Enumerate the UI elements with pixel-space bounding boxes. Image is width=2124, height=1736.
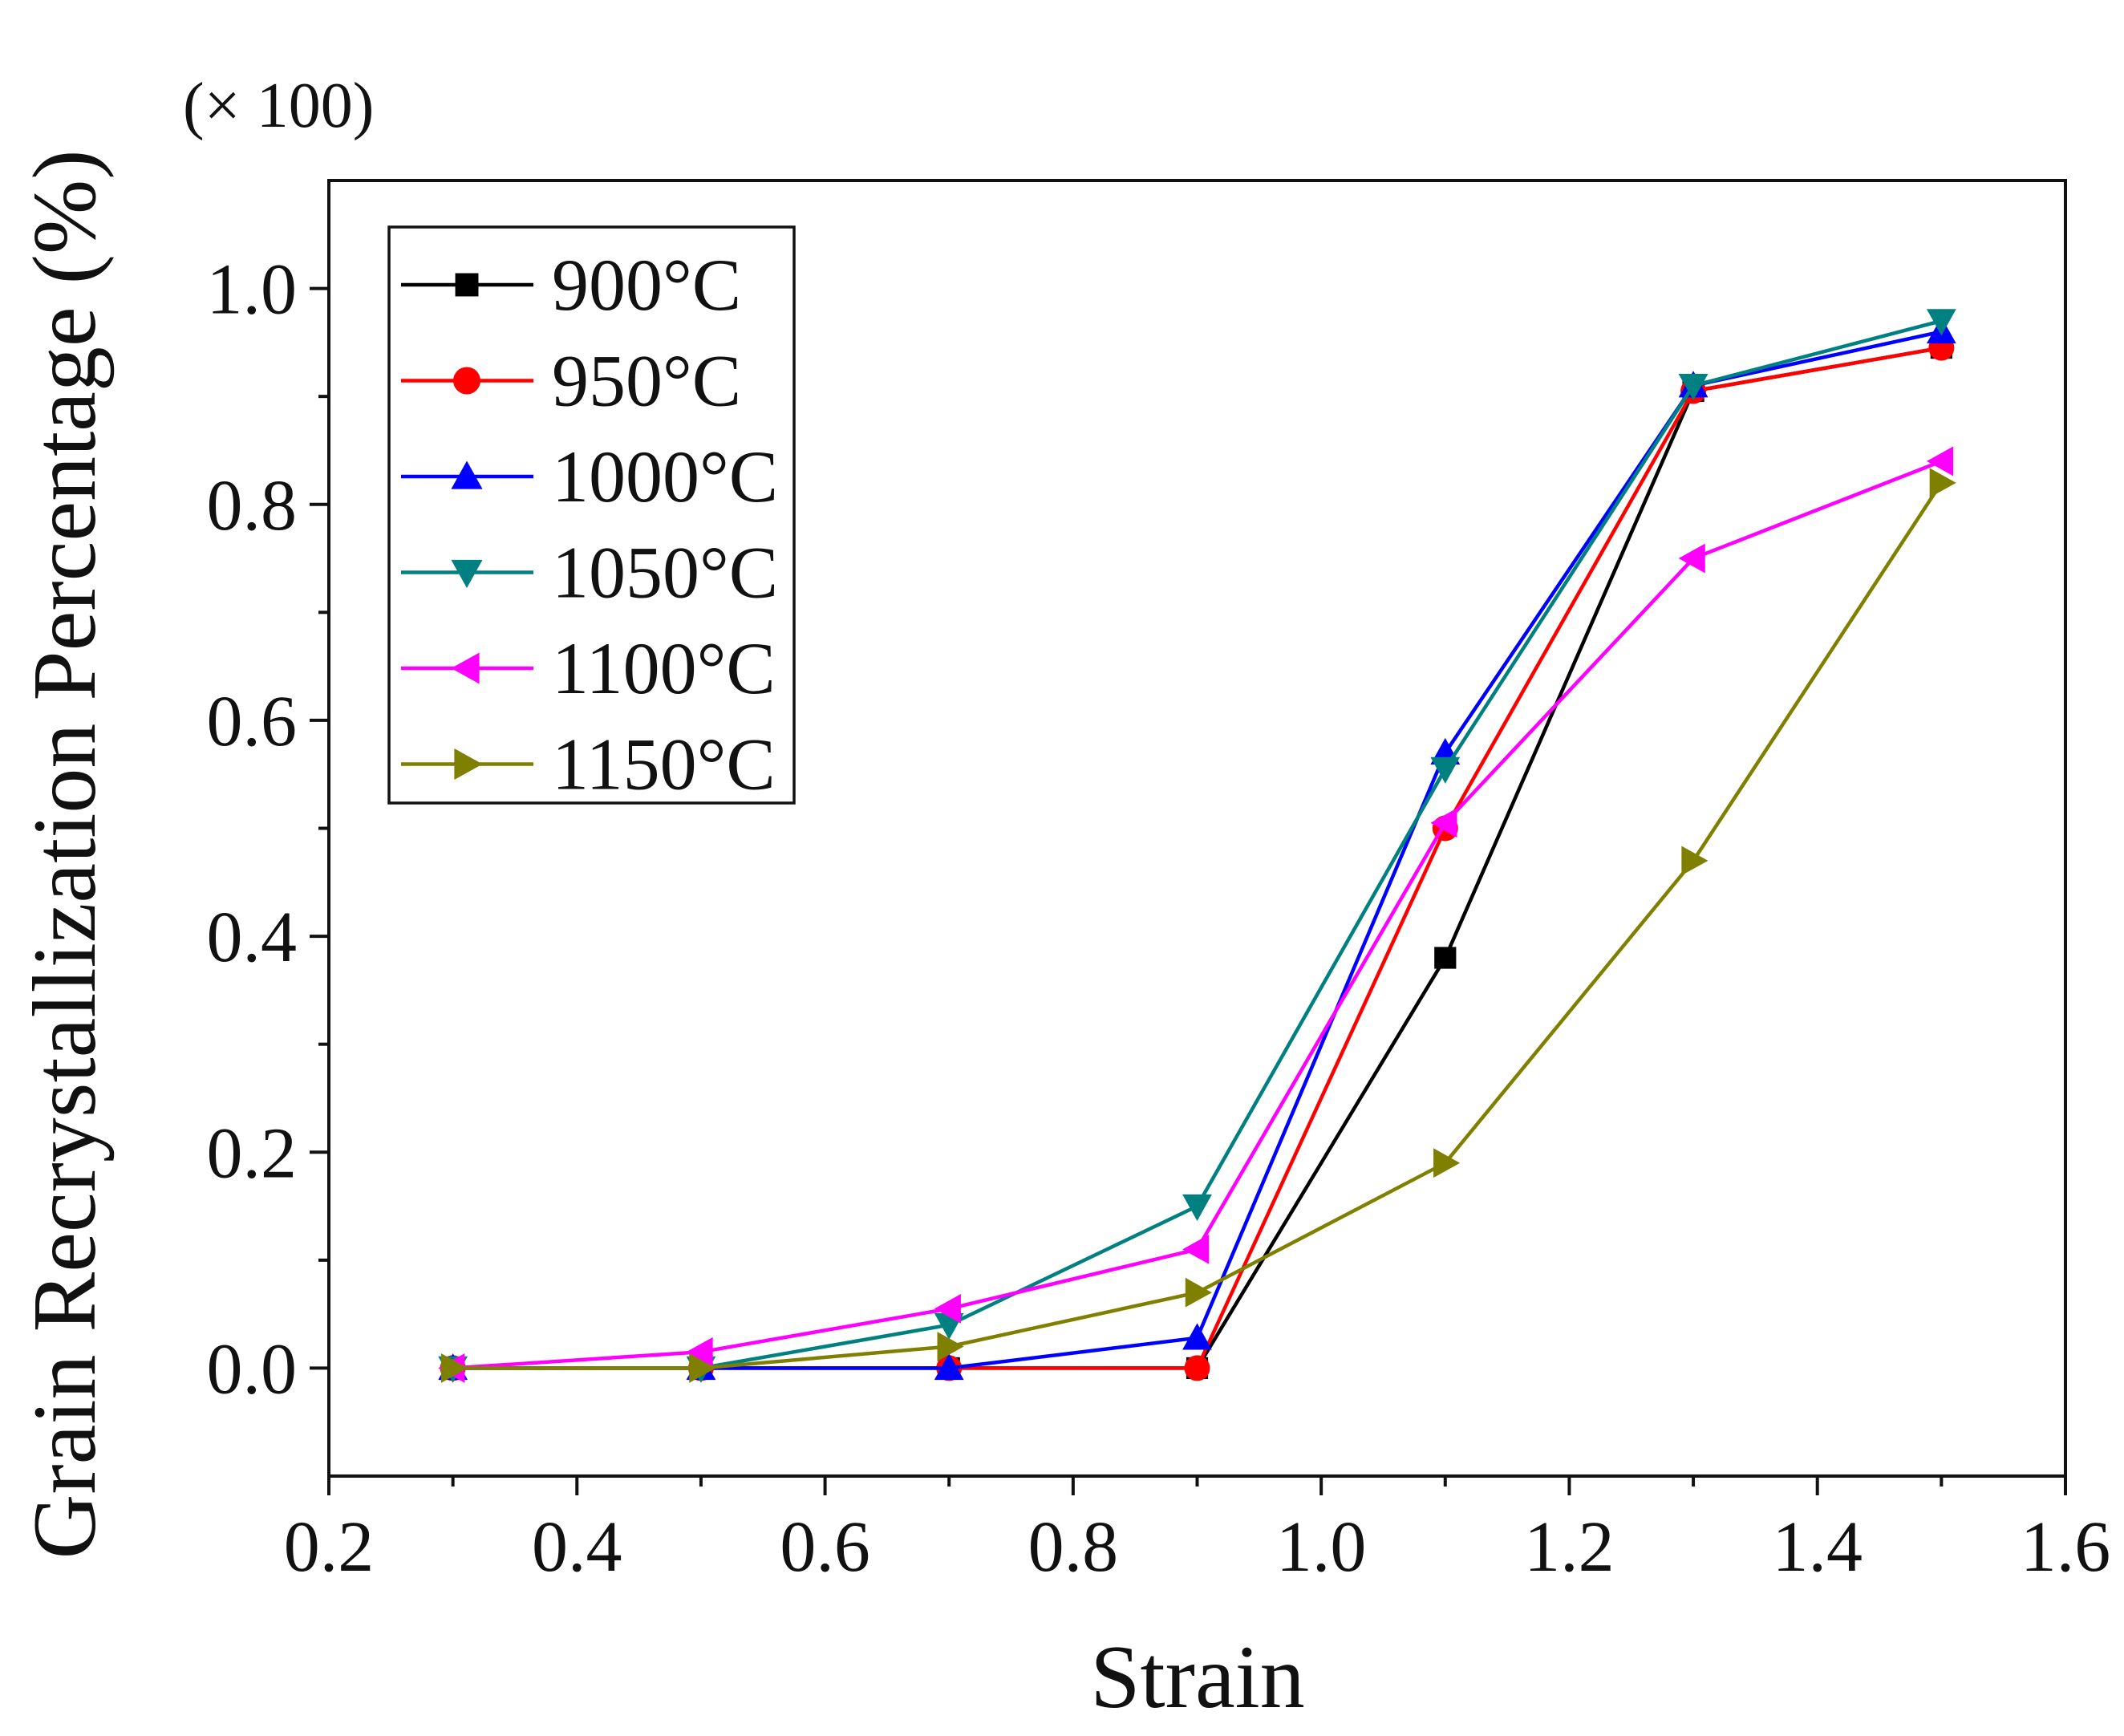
x-tick-label: 0.6 bbox=[780, 1507, 870, 1587]
y-tick-label: 0.6 bbox=[207, 682, 298, 761]
x-axis-title: Strain bbox=[1090, 1628, 1305, 1727]
data-point-1100C bbox=[1430, 808, 1457, 838]
legend-label-950C: 950°C bbox=[552, 340, 741, 422]
plot-area: 0.2 0.4 0.6 0.8 1.0 1.2 1.4 1.6 0.0 0.2 0.4 0.6 0.8 1… bbox=[207, 179, 2111, 1587]
x-tick-label: 1.6 bbox=[2021, 1507, 2111, 1587]
legend-label-1050C: 1050°C bbox=[552, 532, 778, 614]
data-point-1050C bbox=[1430, 756, 1461, 784]
data-point-1050C bbox=[1926, 309, 1956, 336]
data-point-1000C bbox=[1182, 1323, 1212, 1350]
data-point-1050C bbox=[1182, 1194, 1212, 1221]
legend-label-900C: 900°C bbox=[552, 244, 741, 326]
x-tick-label: 1.2 bbox=[1524, 1507, 1615, 1587]
legend-marker-950C bbox=[453, 367, 480, 395]
legend-marker-1000C bbox=[451, 460, 483, 489]
legend-label-1100C: 1100°C bbox=[552, 627, 776, 709]
data-point-1150C bbox=[1185, 1277, 1212, 1308]
data-point-1100C bbox=[934, 1293, 961, 1324]
data-point-1100C bbox=[1678, 543, 1705, 574]
data-point-950C bbox=[1184, 1355, 1210, 1381]
y-tick-label: 1.0 bbox=[207, 250, 298, 330]
data-point-1150C bbox=[440, 1353, 468, 1383]
data-point-1150C bbox=[1929, 468, 1956, 498]
legend-marker-1150C bbox=[454, 748, 483, 781]
data-point-1100C bbox=[686, 1336, 713, 1367]
legend: 900°C 950°C 1000°C 1050°C 1100°C 1150°C bbox=[387, 225, 796, 805]
series-1150C bbox=[440, 468, 1956, 1383]
data-point-1100C bbox=[1182, 1234, 1210, 1264]
data-point-1150C bbox=[1681, 846, 1709, 876]
legend-box bbox=[387, 225, 796, 805]
x-tick-label: 1.4 bbox=[1772, 1507, 1863, 1587]
data-point-1150C bbox=[937, 1332, 964, 1361]
data-point-1050C bbox=[1678, 373, 1709, 401]
x-tick-label: 0.4 bbox=[532, 1507, 622, 1587]
y-tick-label: 0.4 bbox=[207, 898, 298, 977]
data-point-1000C bbox=[934, 1353, 964, 1381]
legend-label-1150C: 1150°C bbox=[552, 724, 776, 805]
y-axis-title: Grain Recrystallization Percentage (%) bbox=[15, 150, 115, 1560]
data-point-1150C bbox=[689, 1353, 716, 1383]
data-point-900C bbox=[1434, 947, 1457, 969]
y-scale-note: (× 100) bbox=[183, 71, 374, 141]
y-tick-label: 0.0 bbox=[207, 1329, 298, 1409]
legend-label-1000C: 1000°C bbox=[552, 436, 778, 517]
y-tick-label: 0.8 bbox=[207, 466, 298, 546]
data-point-1100C bbox=[1926, 446, 1954, 477]
x-tick-label: 1.0 bbox=[1276, 1507, 1367, 1587]
legend-marker-1050C bbox=[451, 559, 483, 589]
data-point-1150C bbox=[1433, 1148, 1461, 1178]
legend-marker-900C bbox=[455, 273, 479, 297]
legend-marker-1100C bbox=[451, 652, 480, 684]
x-tick-label: 0.2 bbox=[284, 1507, 375, 1587]
x-tick-label: 0.8 bbox=[1028, 1507, 1119, 1587]
y-tick-label: 0.2 bbox=[207, 1113, 298, 1193]
